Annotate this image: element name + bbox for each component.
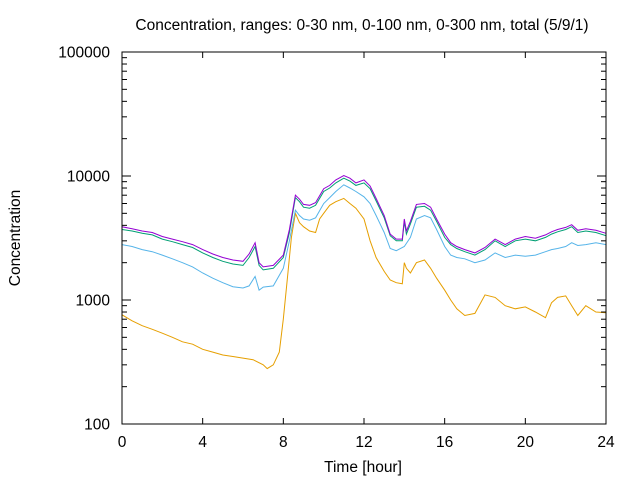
series-line-range_0_300 [121,177,607,271]
y-tick-label: 10000 [67,169,110,186]
y-tick-label: 100 [84,417,110,434]
chart-marks [121,174,607,370]
x-tick-label: 24 [597,434,615,451]
series-line-range_0_30 [121,197,607,370]
x-tick-label: 8 [279,434,288,451]
x-tick-label: 16 [436,434,453,451]
x-axis-label: Time [hour] [324,459,402,476]
series-line-range_0_100 [121,184,607,292]
x-tick-label: 0 [118,434,127,451]
y-axis-label: Concentration [7,190,24,287]
chart-title: Concentration, ranges: 0-30 nm, 0-100 nm… [135,17,588,34]
chart-axes: 0 4 8 12 16 20 24 100 1000 10000 100000 [58,45,615,452]
x-tick-label: 4 [198,434,207,451]
y-tick-label: 100000 [58,45,110,62]
y-tick-label: 1000 [76,293,111,310]
series-line-total [121,174,607,268]
x-tick-label: 12 [355,434,372,451]
x-tick-label: 20 [517,434,535,451]
